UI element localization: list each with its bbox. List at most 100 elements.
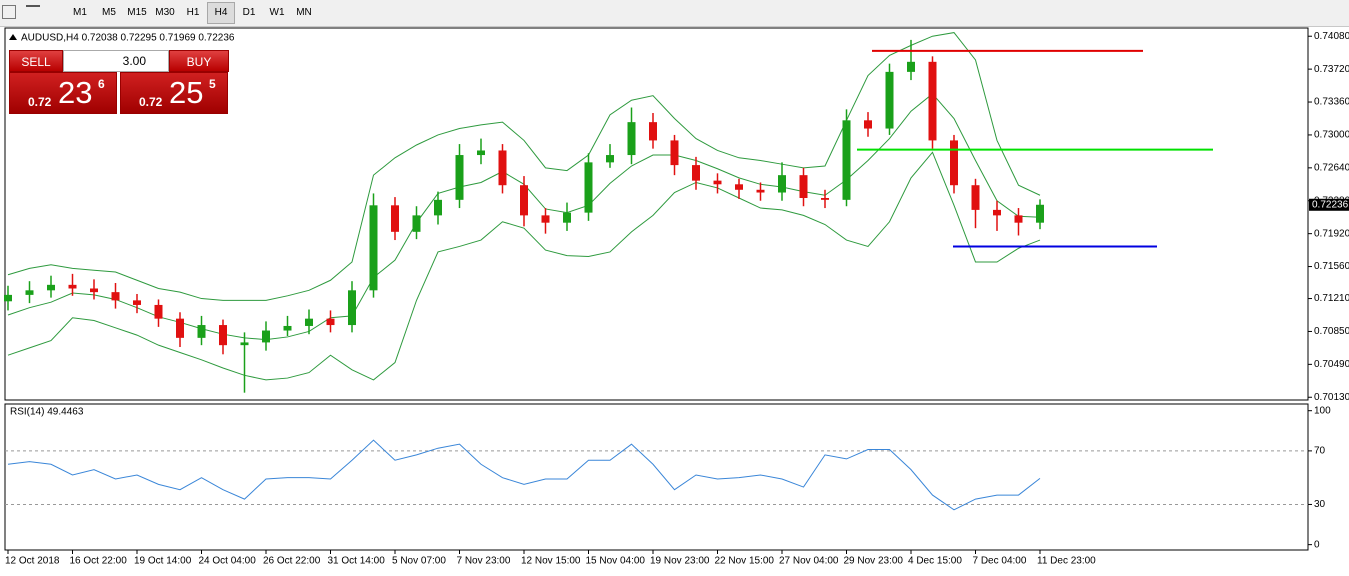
collapse-icon [9, 34, 17, 40]
candle-body [68, 284, 77, 289]
candle-body [25, 290, 34, 295]
timeframe-button[interactable]: D1 [242, 7, 256, 18]
y-tick-label: 70 [1314, 446, 1326, 457]
candle-body [541, 215, 550, 223]
x-tick-label: 12 Nov 15:00 [521, 556, 581, 567]
x-tick-label: 7 Dec 04:00 [973, 556, 1027, 567]
candle-body [391, 205, 399, 232]
timeframe-button[interactable]: H1 [186, 7, 200, 18]
x-tick-label: 29 Nov 23:00 [844, 556, 904, 567]
candle-body [928, 61, 937, 141]
candle-body [197, 325, 206, 338]
y-tick-label: 0.73360 [1314, 97, 1349, 108]
x-tick-label: 12 Oct 2018 [5, 556, 60, 567]
rsi-title: RSI(14) 49.4463 [10, 407, 84, 418]
candle-body [111, 292, 120, 301]
candle-body [993, 209, 1001, 216]
sell-button[interactable]: SELL [9, 50, 63, 72]
ask-price[interactable]: 0.72 25 5 [120, 72, 228, 114]
candle-body [670, 140, 679, 166]
candle-body [477, 150, 485, 156]
candle-body [584, 162, 593, 213]
x-tick-label: 31 Oct 14:00 [328, 556, 386, 567]
candle-body [455, 155, 464, 200]
candle-body [348, 290, 356, 326]
bollinger-band [7, 151, 1041, 381]
toolbar: M1 M5 M15 M30 H1 H4 D1 W1 MN [0, 0, 1349, 27]
candle-body [520, 185, 528, 216]
timeframe-button[interactable]: M15 [127, 7, 147, 18]
candle-body [649, 122, 657, 141]
candle-body [1036, 204, 1044, 223]
x-tick-label: 15 Nov 04:00 [586, 556, 646, 567]
candle-body [907, 61, 915, 72]
buy-button[interactable]: BUY [169, 50, 229, 72]
y-tick-label: 0.71560 [1314, 261, 1349, 272]
y-tick-label: 0.73000 [1314, 130, 1349, 141]
volume-input[interactable]: 3.00 [63, 50, 169, 72]
y-tick-label: 0 [1314, 539, 1320, 550]
candle-body [1014, 215, 1023, 223]
timeframe-button[interactable]: M1 [73, 7, 87, 18]
x-tick-label: 19 Nov 23:00 [650, 556, 710, 567]
timeframe-button[interactable]: H4 [207, 2, 235, 24]
one-click-trading: SELL 3.00 BUY 0.72 23 6 0.72 25 5 [9, 50, 229, 114]
candle-body [133, 300, 141, 305]
tool-icon[interactable] [26, 5, 40, 19]
candle-body [864, 120, 872, 129]
candle-body [606, 155, 614, 163]
x-tick-label: 26 Oct 22:00 [263, 556, 321, 567]
rsi-panel [4, 403, 1309, 551]
candle-body [756, 189, 765, 193]
chart-title: AUDUSD,H4 0.72038 0.72295 0.71969 0.7223… [21, 33, 235, 44]
x-tick-label: 22 Nov 15:00 [715, 556, 775, 567]
price-point: 6 [98, 77, 105, 91]
bid-price[interactable]: 0.72 23 6 [9, 72, 117, 114]
candle-body [369, 205, 378, 291]
timeframe-button[interactable]: M5 [102, 7, 116, 18]
candle-body [971, 185, 980, 210]
y-tick-label: 0.71210 [1314, 293, 1349, 304]
candle-body [885, 71, 894, 129]
y-tick-label: 0.74080 [1314, 31, 1349, 42]
tool-icon[interactable] [2, 5, 16, 19]
candle-body [799, 175, 808, 199]
rsi-line [7, 439, 1041, 511]
candle-body [4, 294, 12, 302]
candle-body [240, 342, 249, 346]
candle-body [283, 325, 292, 331]
candle-body [90, 288, 98, 293]
candle-body [778, 175, 786, 193]
candle-body [176, 318, 184, 338]
candle-body [219, 325, 227, 346]
candle-body [950, 140, 958, 186]
candle-body [821, 198, 829, 200]
candle-body [713, 180, 722, 185]
candle-body [326, 318, 335, 326]
x-tick-label: 7 Nov 23:00 [457, 556, 511, 567]
price-pips: 23 [58, 75, 93, 110]
candle-body [305, 318, 313, 326]
timeframe-button[interactable]: W1 [269, 7, 285, 18]
x-tick-label: 27 Nov 04:00 [779, 556, 839, 567]
timeframe-button[interactable]: M30 [155, 7, 175, 18]
bollinger-band [7, 32, 1041, 301]
y-tick-label: 30 [1314, 499, 1326, 510]
candle-body [692, 165, 700, 181]
candle-body [735, 184, 743, 190]
price-pips: 25 [169, 75, 204, 110]
candle-body [627, 122, 636, 156]
y-tick-label: 0.71920 [1314, 228, 1349, 239]
current-price-tag [1309, 198, 1349, 211]
price-point: 5 [209, 77, 216, 91]
x-tick-label: 5 Nov 07:00 [392, 556, 446, 567]
x-tick-label: 19 Oct 14:00 [134, 556, 192, 567]
timeframe-button[interactable]: MN [296, 7, 312, 18]
candle-body [47, 284, 55, 291]
candle-body [498, 150, 507, 186]
price-big: 0.72 [28, 95, 52, 109]
current-price-label: 0.72236 [1312, 199, 1349, 210]
y-tick-label: 100 [1314, 405, 1331, 416]
x-tick-label: 16 Oct 22:00 [70, 556, 128, 567]
